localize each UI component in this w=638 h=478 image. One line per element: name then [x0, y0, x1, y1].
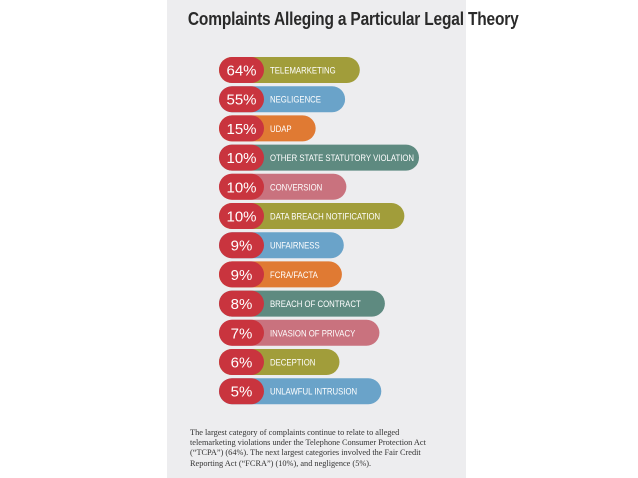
bar-category-label: DATA BREACH NOTIFICATION	[270, 211, 380, 222]
bar-row: 10% DATA BREACH NOTIFICATION	[219, 203, 405, 229]
bar-category-label: OTHER STATE STATUTORY VIOLATION	[270, 152, 414, 163]
bar-row: 6% DECEPTION	[219, 349, 340, 375]
bar-value-badge	[219, 290, 264, 317]
bar-category-label: UDAP	[270, 123, 292, 134]
bar-value-badge	[219, 57, 264, 83]
bar-row: 55% NEGLIGENCE	[219, 86, 346, 113]
bar-value-badge	[219, 144, 264, 171]
bar-value-label: 10%	[226, 150, 256, 167]
bar-category-label: TELEMARKETING	[270, 65, 336, 76]
bar-value-label: 9%	[231, 238, 253, 255]
bar-category-label: FCRA/FACTA	[270, 269, 318, 280]
bar-row: 9% UNFAIRNESS	[219, 232, 344, 259]
bar-value-label: 64%	[226, 63, 256, 80]
bar-category-label: UNLAWFUL INTRUSION	[270, 386, 357, 397]
bar-category-label: DECEPTION	[270, 357, 315, 368]
bar-row: 10% OTHER STATE STATUTORY VIOLATION	[219, 144, 419, 171]
bar-pill	[219, 144, 419, 171]
bar-value-label: 10%	[226, 209, 256, 226]
bar-row: 7% INVASION OF PRIVACY	[219, 319, 380, 346]
bar-row: 15% UDAP	[219, 115, 316, 142]
bar-value-badge	[219, 378, 264, 405]
bar-row: 5% UNLAWFUL INTRUSION	[219, 378, 382, 405]
bar-category-label: BREACH OF CONTRACT	[270, 298, 361, 309]
bar-row: 9% FCRA/FACTA	[219, 261, 342, 288]
bar-category-label: CONVERSION	[270, 182, 322, 193]
bar-value-label: 15%	[226, 121, 256, 138]
bar-value-badge	[219, 86, 264, 113]
bar-value-badge	[219, 261, 264, 288]
bar-value-badge	[219, 319, 264, 346]
bar-value-label: 6%	[231, 355, 253, 372]
bar-value-label: 55%	[226, 92, 256, 109]
bar-value-badge	[219, 173, 264, 200]
bar-category-label: NEGLIGENCE	[270, 94, 321, 105]
bar-value-badge	[219, 203, 264, 229]
bar-value-badge	[219, 349, 264, 375]
bar-value-badge	[219, 232, 264, 259]
bar-row: 8% BREACH OF CONTRACT	[219, 290, 385, 317]
bar-value-label: 5%	[231, 384, 253, 401]
bar-pill	[219, 203, 405, 229]
bar-category-label: UNFAIRNESS	[270, 240, 320, 251]
bar-category-label: INVASION OF PRIVACY	[270, 328, 355, 339]
chart-caption: The largest category of complaints conti…	[190, 428, 426, 468]
bar-value-label: 8%	[231, 296, 253, 313]
bar-value-label: 10%	[226, 179, 256, 196]
bar-value-label: 7%	[231, 325, 253, 342]
bar-value-label: 9%	[231, 267, 253, 284]
bar-row: 64% TELEMARKETING	[219, 57, 360, 83]
chart-title: Complaints Alleging a Particular Legal T…	[187, 9, 519, 29]
bar-row: 10% CONVERSION	[219, 173, 347, 200]
bar-value-badge	[219, 115, 264, 142]
